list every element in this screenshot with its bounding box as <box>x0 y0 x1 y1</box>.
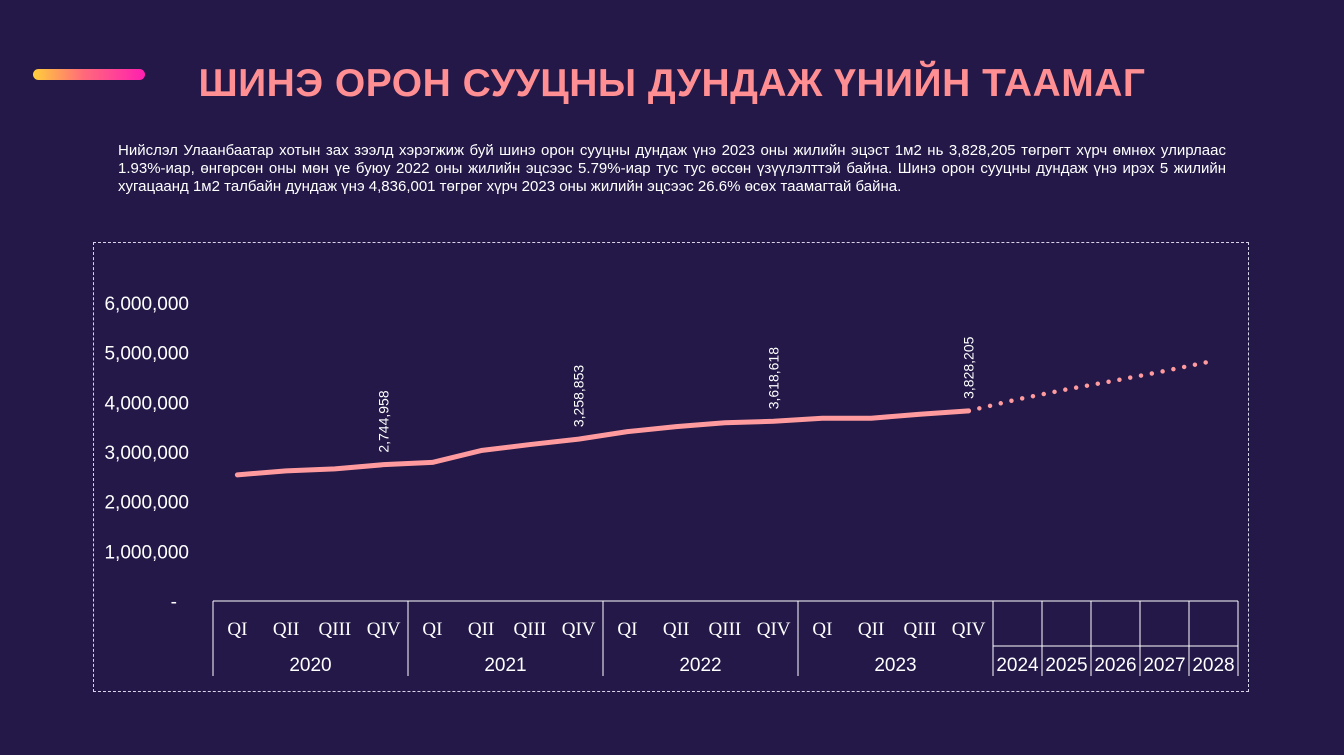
y-tick-label: 3,000,000 <box>104 443 189 464</box>
x-tick-quarter: QIII <box>709 619 742 640</box>
y-tick-label: 4,000,000 <box>104 393 189 414</box>
x-tick-quarter: QIII <box>514 619 547 640</box>
x-tick-quarter: QIII <box>319 619 352 640</box>
forecast-price-line <box>966 358 1216 414</box>
y-tick-label: 1,000,000 <box>104 542 189 563</box>
x-tick-quarter: QIV <box>562 619 596 640</box>
x-tick-quarter: QI <box>812 619 832 640</box>
x-tick-forecast-year: 2024 <box>996 655 1039 676</box>
y-tick-label: 5,000,000 <box>104 344 189 365</box>
x-tick-quarter: QI <box>422 619 442 640</box>
x-tick-quarter: QII <box>663 619 689 640</box>
x-tick-quarter: QI <box>227 619 247 640</box>
x-tick-year: 2022 <box>679 655 721 676</box>
data-label: 2,744,958 <box>376 390 392 452</box>
description-text: Нийслэл Улаанбаатар хотын зах зээлд хэрэ… <box>118 142 1226 195</box>
y-tick-label: - <box>171 592 177 613</box>
x-tick-quarter: QIII <box>904 619 937 640</box>
x-tick-forecast-year: 2025 <box>1045 655 1087 676</box>
chart-frame: - 1,000,000 2,000,000 3,000,000 4,000,000 5,0… <box>93 242 1249 692</box>
x-tick-forecast-year: 2026 <box>1094 655 1136 676</box>
y-tick-label: 2,000,000 <box>104 493 189 514</box>
x-tick-forecast-year: 2027 <box>1143 655 1185 676</box>
x-tick-quarter: QII <box>468 619 494 640</box>
data-label: 3,258,853 <box>571 365 587 427</box>
x-tick-year: 2020 <box>289 655 331 676</box>
x-tick-quarter: QIV <box>952 619 986 640</box>
y-tick-label: 6,000,000 <box>104 294 189 315</box>
x-tick-quarter: QII <box>273 619 299 640</box>
x-tick-quarter: QII <box>858 619 884 640</box>
line-chart: - 1,000,000 2,000,000 3,000,000 4,000,000 5,0… <box>104 294 1239 676</box>
accent-bar <box>33 69 145 80</box>
page-title: ШИНЭ ОРОН СУУЦНЫ ДУНДАЖ ҮНИЙН ТААМАГ <box>198 62 1146 105</box>
data-label: 3,618,618 <box>766 347 782 409</box>
x-tick-quarter: QIV <box>367 619 401 640</box>
actual-price-line <box>234 408 972 478</box>
x-tick-quarter: QI <box>617 619 637 640</box>
x-tick-forecast-year: 2028 <box>1192 655 1234 676</box>
x-tick-year: 2023 <box>874 655 916 676</box>
x-tick-quarter: QIV <box>757 619 791 640</box>
data-label: 3,828,205 <box>961 336 977 398</box>
x-tick-year: 2021 <box>484 655 526 676</box>
